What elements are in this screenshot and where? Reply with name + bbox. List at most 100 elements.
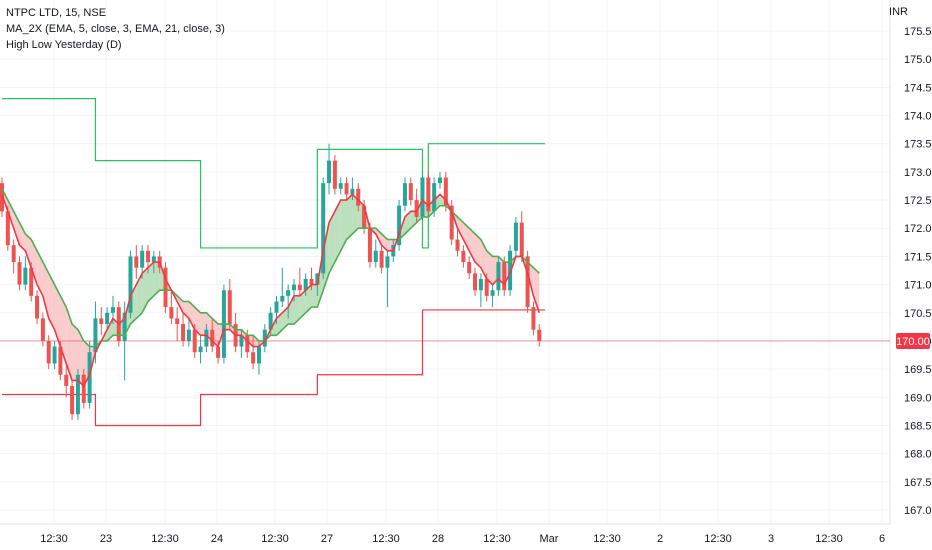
candle-body[interactable] — [245, 335, 250, 353]
candle-body[interactable] — [192, 329, 197, 353]
candle-body[interactable] — [519, 222, 524, 257]
candle-body[interactable] — [309, 278, 314, 285]
candle-body[interactable] — [408, 183, 413, 201]
candle-body[interactable] — [262, 329, 267, 347]
candle-body[interactable] — [274, 301, 279, 313]
candle-body[interactable] — [420, 177, 425, 217]
candle-body[interactable] — [443, 177, 448, 206]
candle-body[interactable] — [508, 250, 513, 291]
candle-body[interactable] — [525, 256, 530, 308]
y-tick-label: 172.00 — [904, 223, 932, 235]
candle-body[interactable] — [292, 284, 296, 291]
candle-body[interactable] — [163, 267, 168, 308]
candle-body[interactable] — [432, 183, 437, 212]
candle-body[interactable] — [350, 188, 355, 195]
candle-body[interactable] — [5, 211, 10, 246]
candle-body[interactable] — [58, 346, 63, 375]
candle-body[interactable] — [332, 160, 337, 189]
candle-body[interactable] — [175, 318, 180, 325]
candle-body[interactable] — [186, 329, 191, 341]
candle-body[interactable] — [122, 312, 127, 341]
candle-body[interactable] — [327, 160, 332, 184]
candle-body[interactable] — [502, 262, 507, 291]
candle-body[interactable] — [105, 312, 110, 325]
candle-body[interactable] — [286, 290, 291, 296]
candle-body[interactable] — [17, 262, 22, 285]
candle-body[interactable] — [46, 340, 51, 364]
candle-body[interactable] — [268, 312, 273, 330]
candle-body[interactable] — [239, 335, 244, 347]
candle-body[interactable] — [227, 290, 232, 325]
candle-body[interactable] — [344, 183, 349, 195]
candle-body[interactable] — [467, 262, 472, 274]
high-low-yesterday-legend[interactable]: High Low Yesterday (D) — [6, 39, 122, 51]
candle-body[interactable] — [531, 307, 536, 330]
candle-body[interactable] — [438, 177, 442, 184]
ma-indicator-legend[interactable]: MA_2X (EMA, 5, close, 3, EMA, 21, close,… — [6, 23, 225, 35]
candle-body[interactable] — [362, 205, 367, 229]
candle-body[interactable] — [146, 250, 150, 263]
candle-body[interactable] — [414, 200, 419, 217]
candle-body[interactable] — [449, 205, 454, 240]
candle-body[interactable] — [461, 250, 466, 263]
candle-body[interactable] — [29, 267, 34, 296]
candle-body[interactable] — [204, 329, 209, 347]
candle-body[interactable] — [75, 374, 80, 415]
ema-ribbon-fill — [66, 307, 73, 381]
candle-body[interactable] — [64, 374, 69, 387]
candle-body[interactable] — [81, 374, 86, 403]
candle-body[interactable] — [367, 228, 372, 263]
candle-body[interactable] — [473, 273, 478, 291]
candle-body[interactable] — [379, 250, 384, 268]
candle-body[interactable] — [513, 222, 518, 251]
candle-body[interactable] — [478, 278, 483, 291]
candle-body[interactable] — [397, 205, 402, 246]
candle-body[interactable] — [210, 329, 215, 347]
candle-body[interactable] — [87, 352, 92, 403]
candle-body[interactable] — [484, 278, 489, 296]
candle-body[interactable] — [11, 245, 16, 263]
ema-ribbon-fill — [323, 222, 330, 291]
candle-body[interactable] — [52, 346, 57, 364]
ema-ribbon-fill — [136, 273, 143, 319]
candle-body[interactable] — [256, 346, 261, 364]
candle-body[interactable] — [321, 183, 326, 274]
candle-body[interactable] — [496, 262, 501, 291]
candle-body[interactable] — [338, 183, 343, 189]
candle-body[interactable] — [198, 346, 203, 353]
candle-body[interactable] — [93, 318, 98, 353]
ema-ribbon-fill — [533, 267, 540, 313]
y-tick-label: 171.00 — [904, 280, 932, 292]
candle-body[interactable] — [181, 324, 186, 341]
candle-body[interactable] — [537, 329, 542, 341]
candle-body[interactable] — [110, 307, 115, 313]
symbol-legend[interactable]: NTPC LTD, 15, NSE — [6, 7, 107, 19]
candle-body[interactable] — [297, 284, 302, 291]
candle-body[interactable] — [280, 295, 285, 302]
candle-body[interactable] — [490, 290, 495, 296]
candle-body[interactable] — [140, 250, 145, 268]
candle-body[interactable] — [23, 267, 28, 285]
candle-body[interactable] — [315, 273, 320, 285]
candle-body[interactable] — [373, 250, 378, 263]
candle-body[interactable] — [99, 318, 104, 325]
candle-body[interactable] — [385, 256, 390, 268]
candle-body[interactable] — [40, 318, 45, 341]
candle-body[interactable] — [70, 386, 75, 415]
candle-body[interactable] — [402, 183, 407, 206]
candle-body[interactable] — [216, 346, 221, 358]
candle-body[interactable] — [169, 307, 174, 319]
candle-body[interactable] — [251, 352, 256, 364]
x-tick-label: 27 — [321, 533, 333, 545]
candle-body[interactable] — [0, 183, 4, 212]
candle-body[interactable] — [128, 256, 133, 313]
candle-body[interactable] — [426, 177, 431, 212]
candle-body[interactable] — [303, 278, 308, 291]
candle-body[interactable] — [134, 256, 139, 268]
candle-body[interactable] — [455, 239, 460, 251]
candle-body[interactable] — [35, 295, 40, 319]
candle-body[interactable] — [356, 188, 361, 206]
candle-body[interactable] — [151, 256, 156, 263]
